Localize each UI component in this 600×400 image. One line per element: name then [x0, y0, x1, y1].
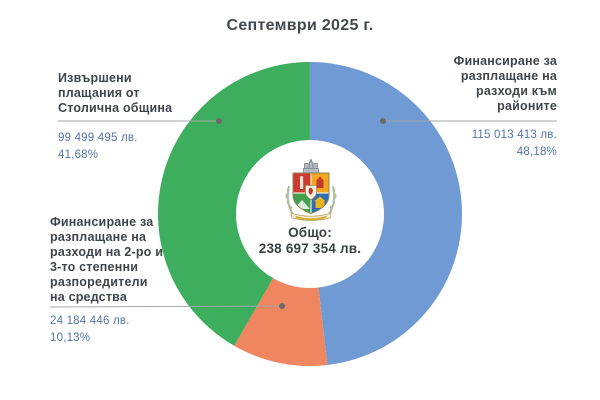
callout-title-green: Извършени плащания от Столична община — [58, 71, 173, 115]
callout-title-blue: Финансиране за разплащане на разходи към… — [453, 54, 557, 113]
emblem-mural-crown — [303, 159, 319, 174]
leader-dot-orange-slice — [279, 303, 285, 309]
total-label: Общо: — [288, 225, 332, 240]
callout-orange-slice: Финансиране за разплащане на разходи на … — [50, 215, 210, 346]
emblem-ribbon-band — [295, 215, 327, 221]
callout-green-slice: Извършени плащания от Столична община 99… — [58, 71, 208, 163]
callout-percent-green: 41,68% — [58, 148, 99, 161]
callout-value-blue: 115 013 413 лв. — [471, 129, 557, 141]
donut-slices — [157, 61, 463, 367]
chart-title: Септември 2025 г. — [226, 17, 374, 34]
donut-slice-2[interactable] — [157, 62, 310, 346]
leader-lines — [49, 118, 557, 309]
emblem-shield-outline — [292, 172, 330, 215]
leader-dot-blue-slice — [380, 118, 386, 124]
callout-percent-blue: 48,18% — [516, 145, 557, 158]
donut-center-total: Общо: 238 697 354 лв. — [230, 225, 390, 257]
callout-title-orange: Финансиране за разплащане на разходи на … — [50, 215, 164, 304]
emblem-branch-leaves — [285, 187, 337, 211]
total-value: 238 697 354 лв. — [258, 241, 362, 256]
callout-value-orange: 24 184 446 лв. — [50, 315, 130, 327]
callout-percent-orange: 10,13% — [50, 331, 91, 344]
leader-dot-green-slice — [216, 118, 222, 124]
sofia-coat-of-arms-emblem — [285, 159, 337, 221]
callout-value-green: 99 499 495 лв. — [58, 132, 138, 144]
callout-blue-slice: Финансиране за разплащане на разходи към… — [382, 54, 557, 160]
donut-slice-1[interactable] — [234, 278, 328, 367]
leader-line-orange-slice — [49, 305, 283, 308]
emblem-lion — [308, 187, 313, 195]
donut-slice-0[interactable] — [310, 61, 463, 366]
